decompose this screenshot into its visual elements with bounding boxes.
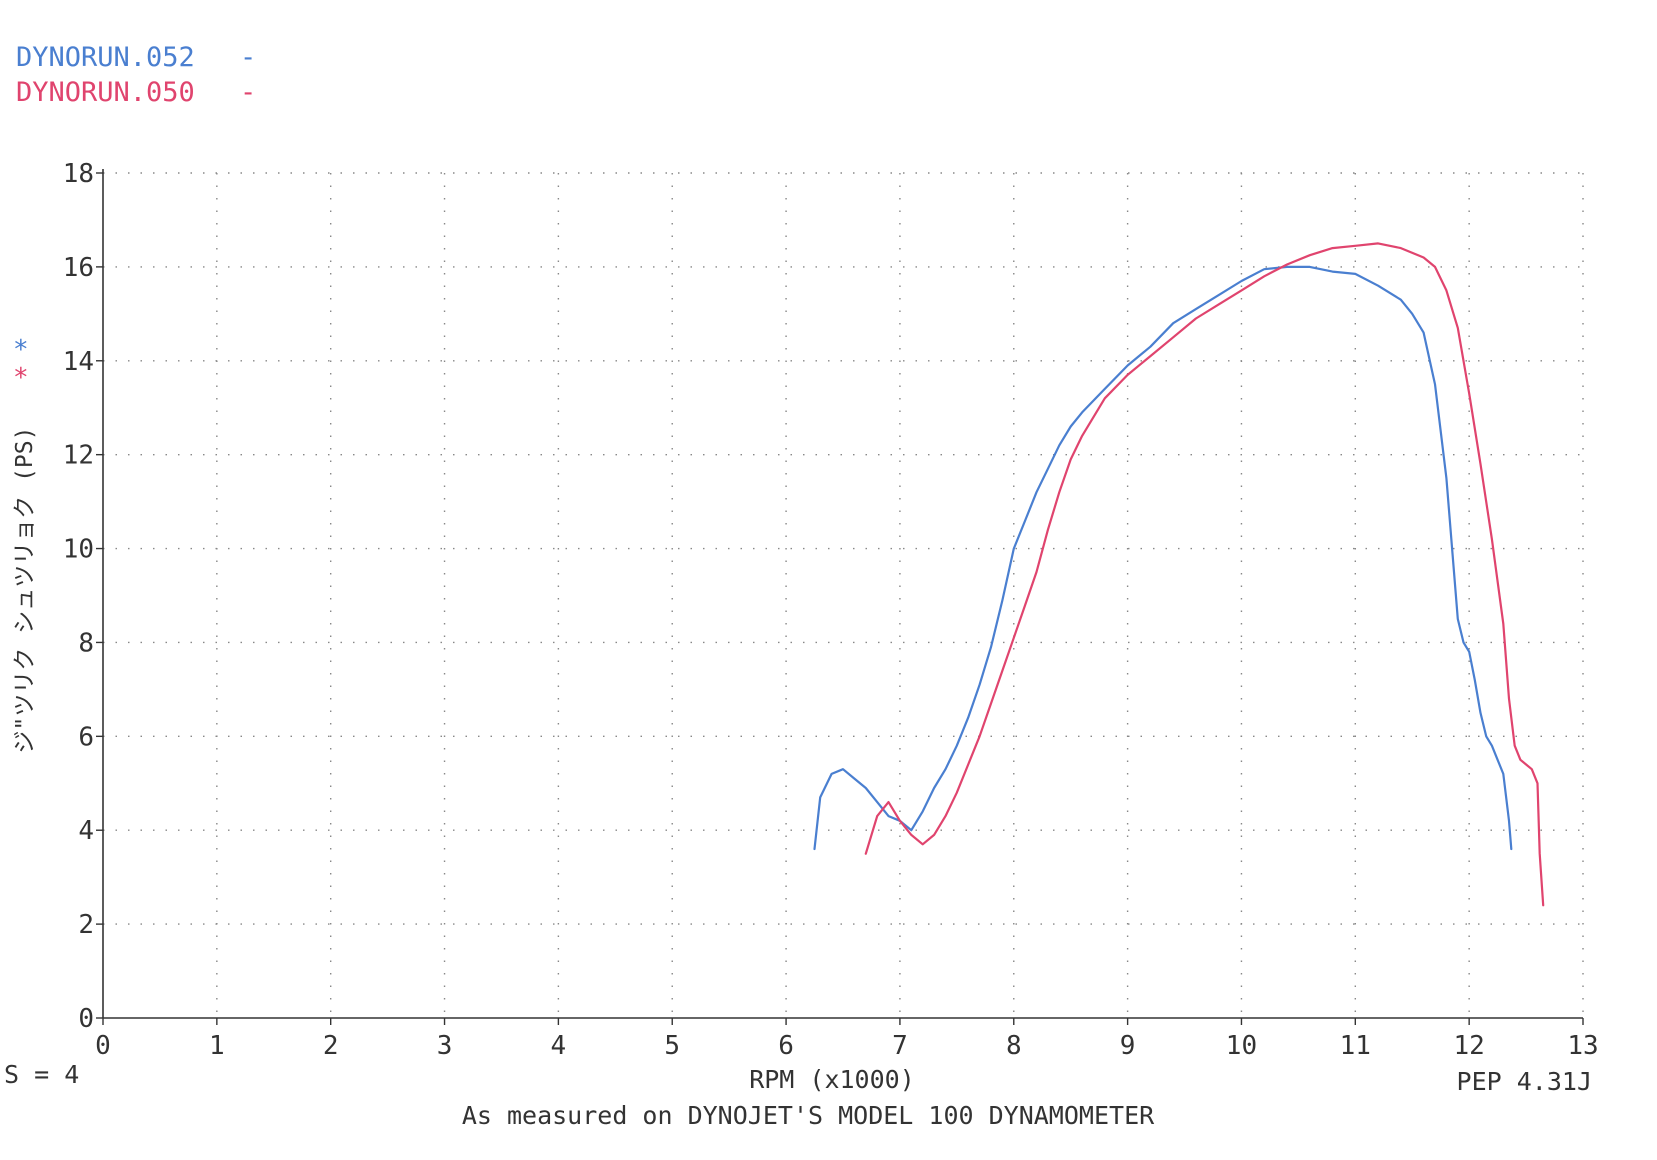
y-axis-marker-run-050: * — [13, 363, 29, 393]
series-line-dynorun-052 — [813, 265, 1513, 851]
smoothing-label: S = 4 — [4, 1060, 79, 1089]
version-label: PEP 4.31J — [1457, 1067, 1592, 1096]
x-tick-label: 4 — [551, 1031, 567, 1061]
x-tick-label: 2 — [323, 1031, 339, 1061]
grid — [103, 172, 1584, 1018]
y-tick-label: 14 — [63, 347, 94, 377]
x-tick-label: 10 — [1226, 1031, 1257, 1061]
axes — [96, 169, 1584, 1025]
y-tick-label: 6 — [78, 722, 94, 752]
y-tick-label: 10 — [63, 535, 94, 565]
legend-marker-run-052: - — [240, 42, 256, 73]
y-tick-label: 2 — [78, 910, 94, 940]
x-tick-label: 5 — [664, 1031, 680, 1061]
x-axis-label: RPM (x1000) — [749, 1065, 915, 1094]
x-tick-label: 9 — [1120, 1031, 1136, 1061]
x-tick-label: 6 — [778, 1031, 794, 1061]
x-tick-label: 0 — [95, 1031, 111, 1061]
legend: DYNORUN.052 - DYNORUN.050 - — [16, 42, 256, 108]
x-tick-label: 7 — [892, 1031, 908, 1061]
x-tick-label: 1 — [209, 1031, 225, 1061]
series-lines — [813, 242, 1545, 907]
x-tick-label: 12 — [1453, 1031, 1484, 1061]
legend-label-run-052: DYNORUN.052 — [16, 42, 195, 73]
legend-label-run-050: DYNORUN.050 — [16, 77, 195, 108]
y-tick-label: 4 — [78, 816, 94, 846]
y-tick-label: 12 — [63, 441, 94, 471]
y-tick-label: 16 — [63, 253, 94, 283]
legend-marker-run-050: - — [240, 77, 256, 108]
y-tick-label: 8 — [78, 628, 94, 658]
series-line-dynorun-050 — [864, 242, 1545, 907]
x-tick-label: 11 — [1340, 1031, 1371, 1061]
x-tick-label: 3 — [437, 1031, 453, 1061]
y-axis-marker-run-052: * — [13, 335, 29, 365]
y-axis-label: ジ"ツリク シュツリョク (PS) — [12, 427, 38, 754]
footer-note: As measured on DYNOJET'S MODEL 100 DYNAM… — [462, 1101, 1155, 1130]
y-tick-label: 18 — [63, 159, 94, 189]
x-tick-label: 8 — [1006, 1031, 1022, 1061]
y-tick-label: 0 — [78, 1004, 94, 1034]
x-tick-label: 13 — [1567, 1031, 1598, 1061]
